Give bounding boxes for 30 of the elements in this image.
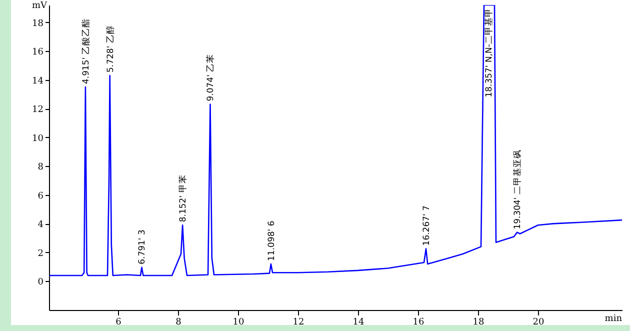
y-tick-label: 0	[38, 278, 44, 288]
x-tick-label: 12	[292, 318, 304, 328]
y-tick-label: 8	[38, 162, 44, 173]
annotation: 16.267' 7	[422, 206, 432, 246]
annotation: 5.728' 乙醇	[104, 25, 116, 72]
y-tick-label: 12	[32, 105, 44, 116]
y-axis-title: mV	[32, 1, 48, 11]
y-tick-label: 2	[38, 248, 44, 259]
annotation: 11.098' 6	[266, 220, 277, 261]
y-tick-label: 18	[32, 18, 44, 29]
x-tick-label: 16	[412, 318, 424, 328]
line-series	[49, 5, 622, 276]
y-tick-label: 4	[38, 220, 44, 230]
x-tick-label: 18	[472, 318, 484, 328]
x-tick-label: 6	[116, 318, 122, 328]
annotation: 9.074' 乙苯	[205, 54, 216, 102]
y-tick-label: 10	[32, 134, 44, 144]
annotation: 18.357' N,N-二甲基甲	[484, 8, 495, 98]
x-tick-label: 10	[232, 318, 244, 328]
annotation: 19.304' 二甲基亚砜	[512, 150, 524, 230]
y-tick-label: 6	[38, 191, 44, 202]
annotation: 6.791' 3	[138, 230, 148, 264]
x-tick-label: 20	[532, 318, 544, 328]
annotation: 8.152' 甲苯	[178, 174, 189, 222]
x-tick-label: 8	[176, 318, 182, 328]
y-tick-label: 14	[32, 76, 44, 86]
annotation: 4.915' 乙酸乙酯	[80, 18, 92, 84]
x-axis-title: min	[604, 314, 622, 324]
y-tick-label: 16	[32, 48, 44, 58]
x-tick-label: 14	[352, 318, 364, 328]
